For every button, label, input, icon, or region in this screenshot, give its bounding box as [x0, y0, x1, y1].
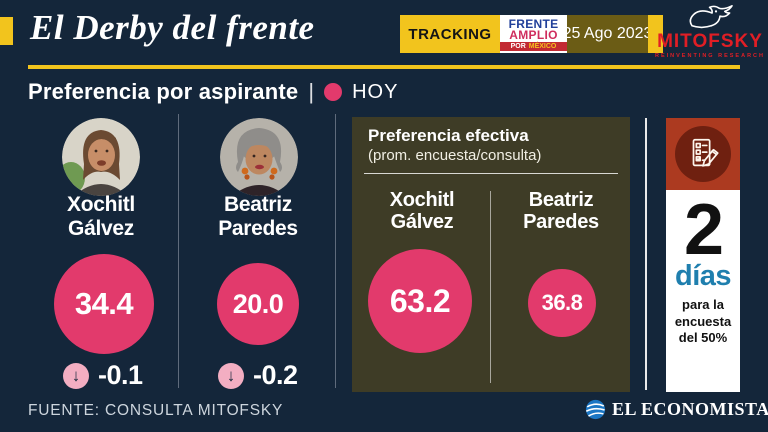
candidate-last-name: Gálvez — [390, 211, 454, 234]
effective-preference-panel: Preferencia efectiva (prom. encuesta/con… — [352, 117, 630, 392]
delta-row-xochitl: ↓ -0.1 — [63, 360, 143, 391]
checklist-pencil-icon — [692, 138, 719, 167]
effective-circle-xochitl: 63.2 — [368, 249, 472, 353]
countdown-caption: para la encuesta del 50% — [666, 297, 740, 348]
candidate-first-name: Xochitl — [67, 193, 135, 216]
value-circle-xochitl: 34.4 — [54, 254, 154, 354]
countdown-icon-box — [666, 118, 740, 190]
icon-circle — [675, 126, 731, 182]
candidate-name-xochitl: Xochitl Gálvez — [31, 193, 171, 240]
countdown-sidebar: 2 días para la encuesta del 50% — [666, 118, 740, 392]
subheader-separator: | — [308, 79, 315, 104]
countdown-line3: del 50% — [678, 330, 728, 346]
tracking-date: 25 Ago 2023 — [563, 15, 652, 53]
column-divider — [335, 114, 336, 388]
countdown-unit: días — [674, 260, 732, 293]
down-arrow-icon: ↓ — [63, 362, 89, 389]
panel-subtitle: (prom. encuesta/consulta) — [368, 147, 542, 164]
panel-divider — [364, 173, 618, 174]
frente-amplio-mexico: MÉXICO — [528, 43, 557, 51]
down-arrow-icon: ↓ — [218, 362, 244, 389]
countdown-number: 2 — [683, 190, 724, 270]
delta-xochitl: -0.1 — [98, 360, 143, 390]
effective-circle-beatriz: 36.8 — [528, 269, 596, 337]
publisher-name: EL ECONOMISTA — [612, 399, 768, 419]
source-note: FUENTE: CONSULTA MITOFSKY — [28, 402, 284, 419]
delta-beatriz: -0.2 — [253, 360, 298, 390]
effective-value-xochitl: 63.2 — [389, 282, 451, 319]
avatar-xochitl — [62, 118, 140, 196]
panel-title: Preferencia efectiva — [368, 126, 529, 145]
frente-amplio-line2: AMPLIO — [509, 28, 558, 42]
section-title: Preferencia por aspirante — [28, 79, 299, 104]
section-subheader: Preferencia por aspirante | HOY — [28, 79, 398, 105]
candidate-last-name: Paredes — [218, 216, 298, 240]
mitofsky-tagline: REINVENTING RESEARCH — [655, 53, 765, 59]
countdown-line1: para la — [682, 296, 724, 312]
value-beatriz: 20.0 — [232, 288, 284, 319]
header-divider — [28, 65, 740, 69]
countdown-box: 2 días para la encuesta del 50% — [666, 190, 740, 392]
rooster-icon — [689, 5, 734, 29]
candidate-first-name: Xochitl — [389, 189, 455, 211]
value-xochitl: 34.4 — [74, 286, 134, 321]
value-circle-beatriz: 20.0 — [217, 263, 299, 345]
candidate-photo-xochitl — [62, 118, 140, 196]
tracking-banner: TRACKING FRENTE AMPLIO POR MÉXICO 25 Ago… — [400, 15, 663, 53]
candidate-first-name: Beatriz — [528, 189, 594, 211]
candidate-name-beatriz: Beatriz Paredes — [188, 193, 328, 240]
publisher-logo: EL ECONOMISTA — [585, 399, 768, 420]
frente-amplio-logo: FRENTE AMPLIO POR MÉXICO — [500, 15, 567, 53]
candidate-first-name: Beatriz — [224, 193, 292, 216]
hoy-dot-icon — [324, 83, 343, 101]
legend-label: HOY — [352, 80, 399, 103]
countdown-line2: encuesta — [674, 313, 732, 329]
panel-column-divider — [490, 191, 491, 383]
delta-row-beatriz: ↓ -0.2 — [218, 360, 298, 391]
candidate-last-name: Gálvez — [68, 216, 134, 240]
globe-icon — [585, 399, 606, 420]
banner-tail — [648, 15, 663, 53]
avatar-beatriz — [220, 118, 298, 196]
panel-name-beatriz: Beatriz Paredes — [498, 189, 624, 234]
tracking-label: TRACKING — [400, 15, 500, 53]
frente-amplio-por: POR — [510, 43, 526, 51]
candidate-last-name: Paredes — [523, 211, 599, 234]
sidebar-divider — [645, 118, 647, 390]
column-divider — [178, 114, 179, 388]
corner-accent — [0, 17, 13, 45]
page-title: El Derby del frente — [30, 8, 315, 47]
effective-value-beatriz: 36.8 — [541, 290, 583, 315]
mitofsky-name: MITOFSKY — [657, 31, 763, 52]
mitofsky-logo: MITOFSKY REINVENTING RESEARCH — [654, 5, 766, 59]
panel-name-xochitl: Xochitl Gálvez — [358, 189, 486, 234]
frente-amplio-line1: FRENTE — [508, 16, 559, 31]
candidate-photo-beatriz — [220, 118, 298, 196]
frente-amplio-line3: POR MÉXICO — [500, 42, 567, 52]
